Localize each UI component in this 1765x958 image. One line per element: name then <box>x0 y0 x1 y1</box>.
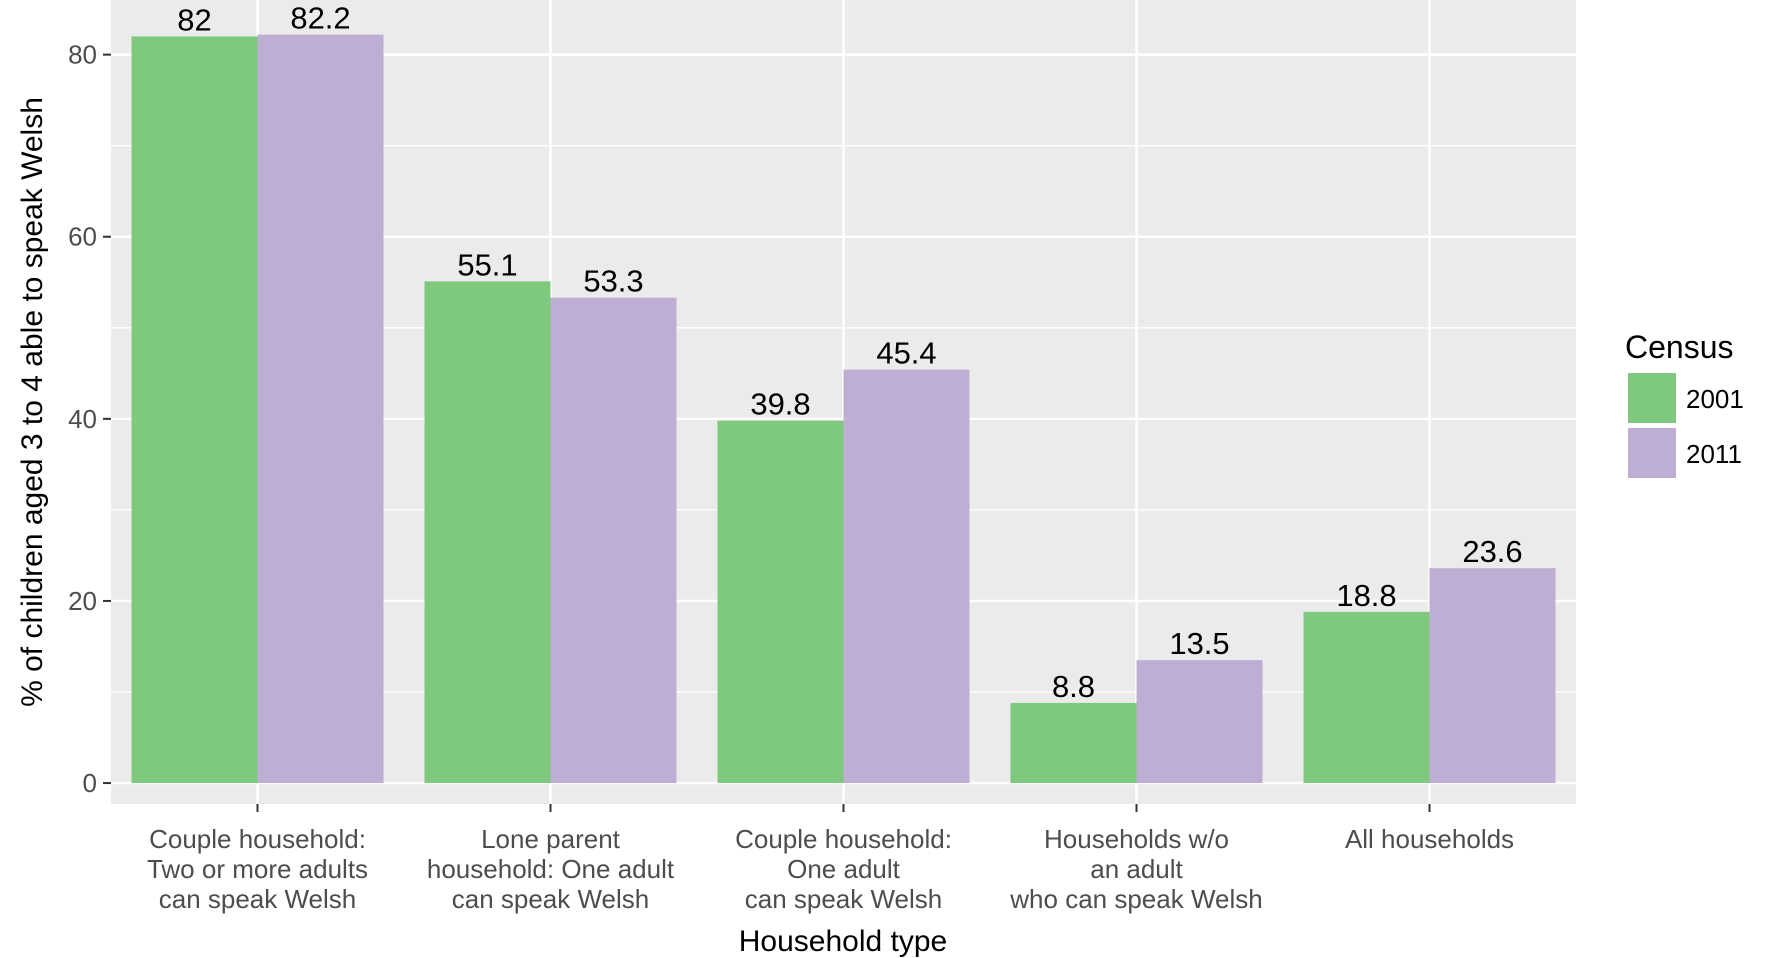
data-label-2011-cat4: 23.6 <box>1462 534 1522 569</box>
bar-2001-cat0 <box>131 36 258 784</box>
data-labels: 82 82.2 55.1 53.3 39.8 45.4 8.8 13.5 18.8 23.6 <box>177 1 1522 704</box>
x-tick-label: All households <box>1345 824 1514 854</box>
x-tick-label: Couple household: One adult can speak Wels… <box>735 824 952 914</box>
legend-label-2001: 2001 <box>1686 384 1744 414</box>
legend-swatch-2011 <box>1628 428 1676 478</box>
data-label-2001-cat2: 39.8 <box>750 387 810 422</box>
data-label-2011-cat2: 45.4 <box>876 336 936 371</box>
x-axis: Couple household: Two or more adults can s… <box>147 804 1514 914</box>
bar-2011-cat1 <box>550 297 677 784</box>
y-tick-label: 0 <box>83 768 97 798</box>
y-tick-label: 40 <box>68 404 97 434</box>
data-label-2001-cat0: 82 <box>177 2 211 37</box>
y-tick-label: 60 <box>68 222 97 252</box>
bar-2011-cat3 <box>1136 660 1263 784</box>
data-label-2011-cat1: 53.3 <box>583 264 643 299</box>
x-tick-label: Couple household: Two or more adults can s… <box>147 824 368 914</box>
data-label-2001-cat3: 8.8 <box>1052 669 1095 704</box>
x-tick-label: Lone parent household: One adult can speak… <box>427 824 675 914</box>
bar-2001-cat3 <box>1010 702 1137 784</box>
y-tick-label: 20 <box>68 586 97 616</box>
legend-label-2011: 2011 <box>1686 439 1742 469</box>
bars <box>131 34 1556 784</box>
legend-title: Census <box>1625 329 1734 365</box>
bar-2001-cat1 <box>424 281 551 784</box>
data-label-2011-cat3: 13.5 <box>1169 626 1229 661</box>
x-tick-label: Households w/o an adult who can speak Wels… <box>1009 824 1262 914</box>
y-tick-label: 80 <box>68 40 97 70</box>
data-label-2001-cat1: 55.1 <box>457 247 517 282</box>
bar-2011-cat4 <box>1429 568 1556 784</box>
bar-2001-cat4 <box>1303 611 1430 784</box>
data-label-2001-cat4: 18.8 <box>1336 578 1396 613</box>
legend: Census 2001 2011 <box>1625 329 1744 478</box>
y-axis-title: % of children aged 3 to 4 able to speak … <box>16 97 49 707</box>
legend-swatch-2001 <box>1628 373 1676 423</box>
bar-2011-cat0 <box>257 34 384 784</box>
bar-2011-cat2 <box>843 369 970 784</box>
bar-2001-cat2 <box>717 420 844 784</box>
data-label-2011-cat0: 82.2 <box>290 1 350 36</box>
x-axis-title: Household type <box>739 925 947 958</box>
y-axis: 0 20 40 60 80 <box>68 40 111 798</box>
